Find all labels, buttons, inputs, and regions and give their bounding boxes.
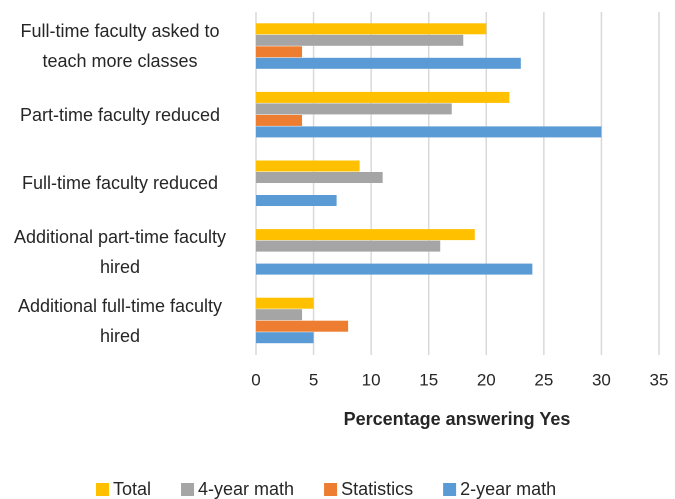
legend-swatch xyxy=(443,483,457,496)
y-tick-label: Full-time faculty reduced xyxy=(21,173,219,194)
bar xyxy=(256,91,510,103)
bar xyxy=(256,57,521,69)
x-tick-label: 30 xyxy=(592,370,611,389)
bar xyxy=(256,172,383,183)
bar xyxy=(256,195,337,206)
x-tick-label: 35 xyxy=(650,370,669,389)
x-tick-label: 5 xyxy=(309,370,318,389)
x-tick-label: 0 xyxy=(251,370,260,389)
bar xyxy=(256,332,314,344)
bar xyxy=(256,320,349,332)
y-tick-label: Additional full-time faculty hired xyxy=(17,295,223,346)
bar xyxy=(256,240,441,252)
legend-swatch xyxy=(96,483,109,496)
bar xyxy=(256,46,303,58)
bar xyxy=(256,126,602,138)
x-tick-label: 15 xyxy=(419,370,438,389)
legend-label: 4-year math xyxy=(198,479,294,499)
bar xyxy=(256,309,303,321)
legend-swatch xyxy=(181,483,195,496)
bar xyxy=(256,34,464,46)
legend-label: 2-year math xyxy=(460,479,556,499)
y-tick-label: Additional part-time faculty hired xyxy=(13,227,227,278)
x-axis-label: Percentage answering Yes xyxy=(344,409,571,429)
bar xyxy=(256,297,314,309)
bar xyxy=(256,23,487,35)
bar xyxy=(256,103,452,115)
y-tick-label: Full-time faculty asked to teach more cl… xyxy=(20,21,220,72)
x-tick-label: 10 xyxy=(362,370,381,389)
legend-label: Statistics xyxy=(341,479,413,499)
x-tick-label: 25 xyxy=(534,370,553,389)
legend-swatch xyxy=(324,483,338,496)
x-tick-label: 20 xyxy=(477,370,496,389)
bar xyxy=(256,229,475,241)
legend-label: Total xyxy=(113,479,151,499)
y-tick-label: Part-time faculty reduced xyxy=(19,104,221,125)
bar xyxy=(256,263,533,275)
bar xyxy=(256,114,303,126)
bar xyxy=(256,160,360,172)
